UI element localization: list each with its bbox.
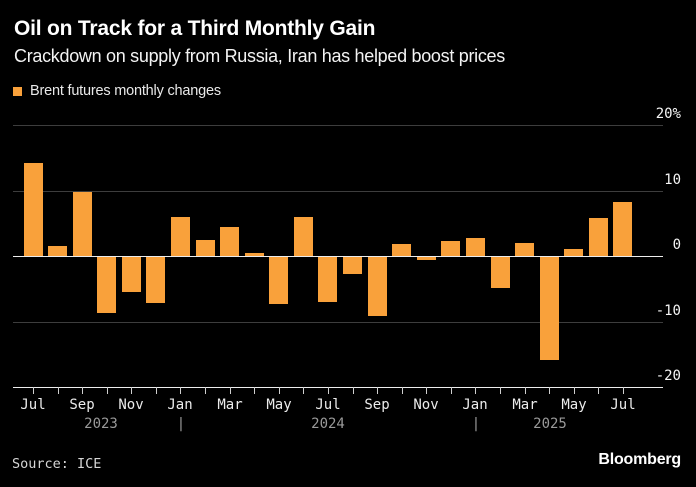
x-tick-label: Jul [20,397,46,413]
x-tick [475,387,476,394]
y-tick-label: -10 [655,303,681,319]
x-tick [156,387,157,394]
bar-may-2024 [269,257,288,304]
x-tick-label: May [561,397,587,413]
x-tick-label: Sep [69,397,95,413]
year-label: 2024 [311,416,345,432]
bar-jan-2025 [466,238,485,256]
y-tick-label: -20 [655,368,681,384]
x-tick [500,387,501,394]
legend: Brent futures monthly changes [13,83,221,99]
bar-dec-2024 [441,241,460,256]
x-tick [549,387,550,394]
x-tick [525,387,526,394]
bar-may-2025 [564,249,583,256]
bar-oct-2023 [97,257,116,313]
gridline [13,191,663,192]
x-tick-label: Mar [217,397,243,413]
bar-jul-2023 [24,163,43,256]
page-subtitle: Crackdown on supply from Russia, Iran ha… [14,46,505,66]
x-tick [131,387,132,394]
x-tick-label: Jul [315,397,341,413]
x-tick [574,387,575,394]
x-tick [33,387,34,394]
bar-oct-2024 [392,244,411,256]
bar-jun-2024 [294,217,313,256]
x-tick [598,387,599,394]
bloomberg-logo: Bloomberg [598,451,681,468]
page-title: Oil on Track for a Third Monthly Gain [14,17,376,40]
y-tick-label: 20% [655,106,681,122]
x-tick [82,387,83,394]
bar-aug-2023 [48,246,67,256]
bar-mar-2025 [515,243,534,256]
year-separator: | [176,416,186,432]
x-tick [230,387,231,394]
x-tick-label: Nov [118,397,144,413]
x-tick-label: Mar [512,397,538,413]
x-tick-label: Jan [462,397,488,413]
bar-sep-2023 [73,192,92,256]
x-tick [205,387,206,394]
bar-jul-2024 [318,257,337,302]
x-axis-line [13,387,663,388]
bar-feb-2025 [491,257,510,288]
bar-jun-2025 [589,218,608,256]
x-tick-label: Sep [364,397,390,413]
bar-aug-2024 [343,257,362,274]
year-label: 2023 [84,416,118,432]
gridline [13,322,663,323]
x-tick [402,387,403,394]
x-tick [303,387,304,394]
bar-jan-2024 [171,217,190,256]
x-tick [623,387,624,394]
x-tick [58,387,59,394]
bar-apr-2024 [245,253,264,256]
y-tick-label: 10 [664,172,681,188]
x-tick [353,387,354,394]
legend-label: Brent futures monthly changes [30,83,221,99]
x-tick [328,387,329,394]
bar-nov-2024 [417,257,436,260]
bar-dec-2023 [146,257,165,303]
bar-jul-2025 [613,202,632,256]
legend-swatch-icon [13,86,22,96]
bar-feb-2024 [196,240,215,256]
x-tick-label: Jan [167,397,193,413]
x-tick [377,387,378,394]
zero-line [13,256,663,257]
bar-apr-2025 [540,257,559,360]
x-tick [254,387,255,394]
source-label: Source: ICE [12,456,102,472]
bar-nov-2023 [122,257,141,292]
x-tick [180,387,181,394]
x-tick [426,387,427,394]
year-separator: | [471,416,481,432]
x-tick-label: Jul [610,397,636,413]
y-tick-label: 0 [672,237,681,253]
x-tick [107,387,108,394]
year-label: 2025 [533,416,567,432]
x-tick [451,387,452,394]
x-tick-label: Nov [413,397,439,413]
bar-sep-2024 [368,257,387,316]
bar-mar-2024 [220,227,239,256]
x-tick [279,387,280,394]
gridline [13,125,663,126]
x-tick-label: May [266,397,292,413]
